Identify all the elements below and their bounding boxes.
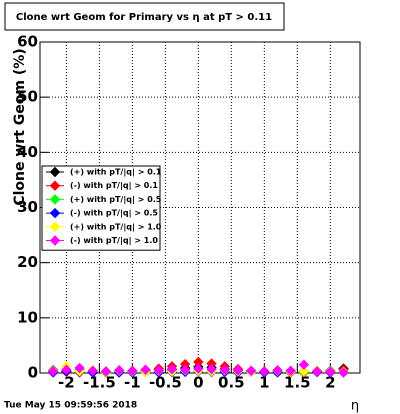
marker	[311, 366, 323, 377]
marker	[285, 365, 296, 377]
marker	[232, 365, 244, 376]
marker	[113, 365, 125, 376]
x-tick-label: -2	[58, 374, 75, 392]
y-tick-label: 50	[17, 88, 38, 106]
x-tick-label: -1.5	[83, 374, 116, 392]
marker	[206, 363, 217, 375]
y-tick-label: 60	[17, 33, 38, 51]
marker	[338, 367, 349, 378]
marker	[61, 364, 72, 375]
marker	[127, 365, 138, 377]
legend-label: (-) with pT/|q| > 0.5	[70, 209, 158, 218]
x-tick-label: 0.5	[218, 374, 245, 392]
legend-box	[41, 165, 161, 251]
legend-marker	[49, 194, 61, 205]
marker	[100, 366, 112, 377]
y-tick-label: 20	[17, 253, 38, 271]
legend-marker	[49, 235, 61, 246]
y-tick-label: 30	[17, 198, 38, 216]
title-box	[4, 2, 285, 31]
legend-label: (-) with pT/|q| > 0.1	[70, 181, 158, 190]
marker	[272, 365, 283, 376]
marker	[47, 366, 59, 377]
legend-marker	[49, 166, 61, 178]
y-axis-label: Clone wrt Geom (%)	[12, 48, 28, 205]
marker	[87, 365, 98, 377]
legend-label: (+) with pT/|q| > 1.0	[70, 222, 162, 231]
marker	[74, 362, 85, 374]
marker	[298, 366, 310, 377]
x-tick-label: -0.5	[149, 374, 182, 392]
marker	[179, 364, 191, 375]
legend-marker	[49, 207, 61, 219]
marker	[219, 364, 230, 375]
marker	[153, 365, 164, 376]
y-tick-label: 40	[17, 143, 38, 161]
marker	[325, 366, 336, 378]
marker	[298, 359, 310, 370]
legend-label: (+) with pT/|q| > 0.5	[70, 195, 162, 204]
legend-label: (-) with pT/|q| > 1.0	[70, 236, 158, 245]
chart-title: Clone wrt Geom for Primary vs η at pT > …	[16, 12, 272, 23]
legend-marker	[49, 221, 61, 233]
x-axis-label: η	[351, 399, 359, 414]
marker	[259, 366, 270, 377]
x-tick-label: 1	[259, 374, 269, 392]
x-tick-label: -1	[124, 374, 141, 392]
marker	[166, 363, 178, 375]
legend-label: (+) with pT/|q| > 0.1	[70, 168, 162, 177]
y-tick-label: 0	[28, 364, 38, 382]
x-tick-label: 2	[325, 374, 335, 392]
x-tick-label: 0	[193, 374, 203, 392]
footer: Tue May 15 09:59:56 2018	[4, 401, 137, 411]
marker	[245, 365, 257, 377]
x-tick-label: 1.5	[284, 374, 311, 392]
legend-marker	[49, 180, 61, 191]
marker	[140, 364, 151, 375]
marker	[193, 363, 204, 374]
y-tick-label: 10	[17, 308, 38, 326]
